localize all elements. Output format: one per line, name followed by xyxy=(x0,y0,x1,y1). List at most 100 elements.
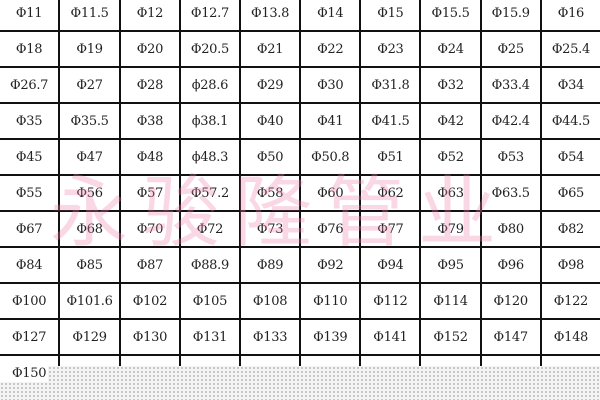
table-row: Φ45 Φ47 Φ48 ϕ48.3 Φ50 Φ50.8 Φ51 Φ52 Φ53 Φ54 xyxy=(0,138,600,176)
table-cell: Φ92 xyxy=(299,246,362,284)
table-cell: Φ25 xyxy=(479,30,542,68)
table-cell: ϕ48.3 xyxy=(178,138,241,176)
table-cell: Φ48 xyxy=(118,138,181,176)
table-row: Φ55 Φ56 Φ57 Φ57.2 Φ58 Φ60 Φ62 Φ63 Φ63.5 Φ65 xyxy=(0,174,600,212)
table-cell: Φ27 xyxy=(58,66,121,104)
table-cell: Φ89 xyxy=(238,246,302,284)
table-cell: Φ112 xyxy=(359,282,422,320)
table-cell: Φ84 xyxy=(0,246,61,284)
table-cell: Φ94 xyxy=(359,246,422,284)
table-cell: Φ67 xyxy=(0,210,61,248)
table-cell: Φ58 xyxy=(238,174,302,212)
table-row: Φ18 Φ19 Φ20 Φ20.5 Φ21 Φ22 Φ23 Φ24 Φ25 Φ25.4 xyxy=(0,30,600,68)
table-cell: Φ63.5 xyxy=(479,174,542,212)
table-cell: Φ31.8 xyxy=(359,66,422,104)
table-cell: Φ44.5 xyxy=(539,102,600,140)
table-cell: Φ96 xyxy=(479,246,542,284)
table-cell: Φ57.2 xyxy=(178,174,241,212)
table-row: Φ35 Φ35.5 Φ38 ϕ38.1 Φ40 Φ41 Φ41.5 Φ42 Φ42.4 Φ44.5 xyxy=(0,102,600,140)
table-cell: Φ148 xyxy=(539,318,600,356)
table-cell: Φ147 xyxy=(479,318,542,356)
table-cell: Φ40 xyxy=(238,102,302,140)
table-row: Φ100 Φ101.6 Φ102 Φ105 Φ108 Φ110 Φ112 Φ114 Φ120 Φ1… xyxy=(0,282,600,320)
table-cell: Φ50.8 xyxy=(299,138,362,176)
table-cell: Φ110 xyxy=(299,282,362,320)
table-cell: Φ32 xyxy=(419,66,482,104)
table-cell: Φ127 xyxy=(0,318,61,356)
table-cell: Φ114 xyxy=(419,282,482,320)
table-cell: Φ55 xyxy=(0,174,61,212)
table-cell: Φ22 xyxy=(299,30,362,68)
table-cell: Φ131 xyxy=(178,318,241,356)
table-cell: Φ85 xyxy=(58,246,121,284)
table-cell: Φ19 xyxy=(58,30,121,68)
table-cell: Φ76 xyxy=(299,210,362,248)
table-cell: Φ42.4 xyxy=(479,102,542,140)
table-cell: Φ28 xyxy=(118,66,181,104)
table-cell: Φ51 xyxy=(359,138,422,176)
table-cell: Φ12.7 xyxy=(178,0,241,32)
table-cell: Φ62 xyxy=(359,174,422,212)
table-cell: Φ11 xyxy=(0,0,61,32)
table-cell: Φ21 xyxy=(238,30,302,68)
table-cell: Φ77 xyxy=(359,210,422,248)
table-row: Φ26.7 Φ27 Φ28 ϕ28.6 Φ29 Φ30 Φ31.8 Φ32 Φ33.4 Φ34 xyxy=(0,66,600,104)
table-cell: Φ141 xyxy=(359,318,422,356)
table-cell: Φ65 xyxy=(539,174,600,212)
table-cell: ϕ38.1 xyxy=(178,102,241,140)
table-cell: Φ63 xyxy=(419,174,482,212)
table-cell: Φ73 xyxy=(238,210,302,248)
table-cell: Φ105 xyxy=(178,282,241,320)
table-cell: Φ42 xyxy=(419,102,482,140)
table-cell: ϕ28.6 xyxy=(178,66,241,104)
table-cell: Φ88.9 xyxy=(178,246,241,284)
table-cell: Φ72 xyxy=(178,210,241,248)
table-cell: Φ45 xyxy=(0,138,61,176)
table-cell: Φ38 xyxy=(118,102,181,140)
table-cell: Φ26.7 xyxy=(0,66,61,104)
table-cell: Φ122 xyxy=(539,282,600,320)
table-cell: Φ20.5 xyxy=(178,30,241,68)
table-cell: Φ50 xyxy=(238,138,302,176)
table-cell: Φ80 xyxy=(479,210,542,248)
table-cell: Φ139 xyxy=(299,318,362,356)
table-cell: Φ108 xyxy=(238,282,302,320)
table-cell: Φ60 xyxy=(299,174,362,212)
table-cell: Φ56 xyxy=(58,174,121,212)
table-cell: Φ102 xyxy=(118,282,181,320)
table-row: Φ84 Φ85 Φ87 Φ88.9 Φ89 Φ92 Φ94 Φ95 Φ96 Φ98 xyxy=(0,246,600,284)
obscured-region xyxy=(48,366,600,382)
table-cell: Φ100 xyxy=(0,282,61,320)
table-cell: Φ30 xyxy=(299,66,362,104)
table-cell: Φ33.4 xyxy=(479,66,542,104)
table-cell: Φ82 xyxy=(539,210,600,248)
table-cell: Φ25.4 xyxy=(539,30,600,68)
table-cell: Φ15.5 xyxy=(419,0,482,32)
table-cell: Φ54 xyxy=(539,138,600,176)
table-cell: Φ18 xyxy=(0,30,61,68)
table-cell: Φ15.9 xyxy=(479,0,542,32)
table-cell: Φ14 xyxy=(299,0,362,32)
table-cell: Φ68 xyxy=(58,210,121,248)
table-cell: Φ16 xyxy=(539,0,600,32)
table-cell: Φ15 xyxy=(359,0,422,32)
table-cell: Φ35 xyxy=(0,102,61,140)
table-cell: Φ152 xyxy=(419,318,482,356)
table-row: Φ11 Φ11.5 Φ12 Φ12.7 Φ13.8 Φ14 Φ15 Φ15.5 Φ15.9 Φ16 xyxy=(0,0,600,32)
table-cell: Φ133 xyxy=(238,318,302,356)
table-cell: Φ41.5 xyxy=(359,102,422,140)
table-row: Φ127 Φ129 Φ130 Φ131 Φ133 Φ139 Φ141 Φ152 Φ147 Φ148 xyxy=(0,318,600,356)
table-cell: Φ130 xyxy=(118,318,181,356)
table-cell: Φ95 xyxy=(419,246,482,284)
table-cell: Φ57 xyxy=(118,174,181,212)
table-cell: Φ129 xyxy=(58,318,121,356)
table-row: Φ67 Φ68 Φ70 Φ72 Φ73 Φ76 Φ77 Φ79 Φ80 Φ82 xyxy=(0,210,600,248)
table-cell: Φ47 xyxy=(58,138,121,176)
table-cell: Φ23 xyxy=(359,30,422,68)
table-cell: Φ11.5 xyxy=(58,0,121,32)
table-cell: Φ101.6 xyxy=(58,282,121,320)
table-cell: Φ29 xyxy=(238,66,302,104)
table-cell: Φ35.5 xyxy=(58,102,121,140)
table-cell: Φ12 xyxy=(118,0,181,32)
